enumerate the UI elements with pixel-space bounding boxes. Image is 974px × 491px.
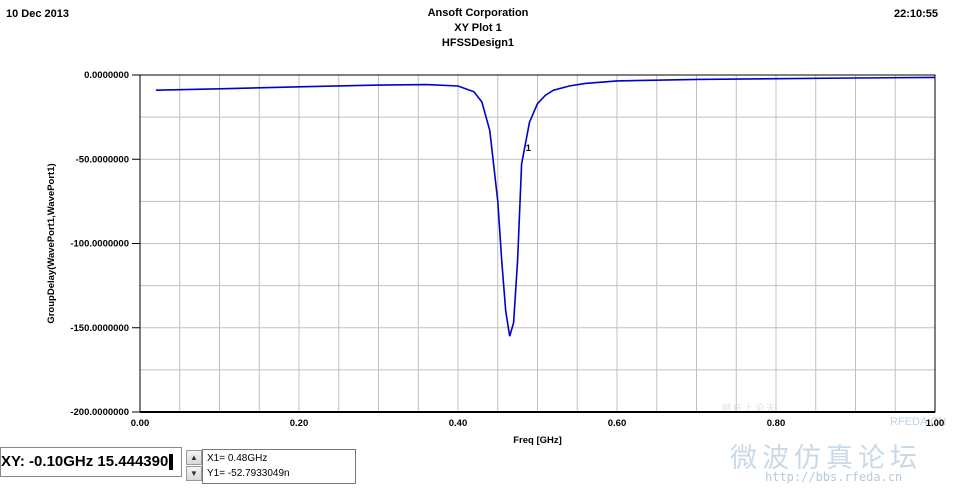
coordinate-readout-text: XY: -0.10GHz 15.444390 (1, 453, 169, 470)
y-tick-label: -50.0000000 (76, 154, 129, 165)
plot-date: 10 Dec 2013 (6, 8, 69, 20)
plot-time: 22:10:55 (893, 8, 938, 20)
x-tick-label: 0.40 (449, 418, 468, 429)
scroll-up-button[interactable]: ▲ (186, 450, 202, 465)
x-tick-label: 0.00 (131, 418, 150, 429)
company-name: Ansoft Corporation (427, 7, 529, 19)
watermark-text: 微波仿真论坛 (730, 443, 922, 474)
y-axis-label: GroupDelay(WavePort1,WavePort1) (46, 163, 57, 323)
marker-readout-box: X1= 0.48GHz Y1= -52.7933049n (202, 449, 356, 484)
triangle-down-icon: ▼ (190, 469, 198, 478)
x-tick-labels: 0.00 0.20 0.40 0.60 0.80 1.00 (131, 418, 945, 429)
x-tick-label: 1.00 (926, 418, 945, 429)
y-tick-labels: 0.0000000 -50.0000000 -100.0000000 -150.000… (70, 70, 140, 418)
x-tick-label: 0.20 (290, 418, 309, 429)
y-tick-label: -100.0000000 (70, 239, 129, 250)
marker-y-readout: Y1= -52.7933049n (207, 468, 290, 479)
y-tick-label: 0.0000000 (84, 70, 129, 81)
watermark-small-text: 网在上论天 (722, 403, 778, 413)
watermark-brand: RFEDA.CN (890, 416, 947, 428)
marker-x-readout: X1= 0.48GHz (207, 453, 268, 464)
scroll-down-button[interactable]: ▼ (186, 466, 202, 481)
marker-1-label[interactable]: 1 (526, 143, 532, 154)
y-tick-label: -200.0000000 (70, 407, 129, 418)
coordinate-readout: XY: -0.10GHz 15.444390 (0, 447, 182, 477)
text-caret (169, 454, 174, 471)
x-tick-label: 0.60 (608, 418, 627, 429)
group-delay-curve[interactable] (155, 76, 936, 337)
design-name: HFSSDesign1 (441, 37, 515, 49)
plot-grid (140, 75, 935, 413)
watermark-url: http://bbs.rfeda.cn (765, 470, 903, 484)
x-axis-label: Freq [GHz] (513, 435, 562, 446)
triangle-up-icon: ▲ (190, 453, 198, 462)
plot-title: XY Plot 1 (454, 22, 502, 34)
x-tick-label: 0.80 (767, 418, 786, 429)
y-tick-label: -150.0000000 (70, 323, 129, 334)
